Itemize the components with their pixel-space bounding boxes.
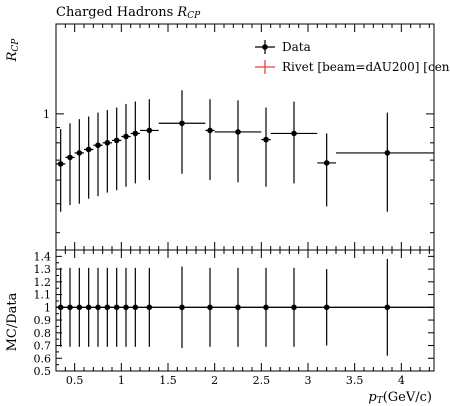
- lower-y-axis-label: MC/Data: [5, 292, 20, 351]
- upper-y-axis-label: RCP: [5, 38, 21, 63]
- upper-data-point-12: [235, 129, 241, 135]
- x-tick-label: 2.5: [253, 374, 271, 387]
- upper-data-point-2: [76, 150, 83, 156]
- upper-data-point-15: [323, 160, 330, 166]
- lower-y-tick-label: 1.2: [34, 276, 52, 289]
- upper-y-ticks: 1: [43, 23, 434, 234]
- x-tick-label: 1.5: [159, 374, 177, 387]
- x-tick-label: 1: [118, 374, 125, 387]
- upper-data-point-7: [123, 133, 129, 140]
- lower-y-tick-label: 0.6: [34, 352, 52, 365]
- upper-data-point-11: [207, 127, 213, 134]
- upper-y-tick-label: 1: [43, 108, 50, 121]
- upper-data-point-9: [146, 127, 153, 134]
- lower-y-tick-label: 1.3: [34, 263, 52, 276]
- upper-data-point-14: [291, 130, 297, 137]
- lower-y-tick-label: 0.8: [34, 327, 52, 340]
- x-axis-label: pT(GeV/c): [368, 390, 432, 406]
- lower-y-tick-label: 0.5: [34, 365, 52, 378]
- upper-data-point-5: [104, 140, 111, 146]
- x-tick-label: 2: [211, 374, 218, 387]
- legend-data-label: Data: [282, 40, 311, 54]
- upper-data-point-8: [132, 130, 139, 137]
- lower-y-tick-label: 1.1: [34, 289, 52, 302]
- upper-data-point-10: [179, 120, 185, 127]
- upper-data-series: [56, 90, 434, 212]
- legend-rivet-label: Rivet [beam=dAU200] [cen: [282, 60, 450, 74]
- upper-data-point-16: [384, 150, 391, 156]
- x-tick-label: 0.5: [66, 374, 84, 387]
- upper-data-point-13: [263, 136, 269, 143]
- upper-panel-frame: [55, 23, 435, 251]
- upper-data-point-6: [113, 137, 120, 144]
- x-tick-label: 3: [305, 374, 312, 387]
- lower-y-tick-label: 0.9: [34, 314, 52, 327]
- upper-data-point-1: [67, 154, 73, 161]
- x-tick-label: 4: [398, 374, 405, 387]
- lower-y-tick-label: 0.7: [34, 340, 52, 353]
- lower-y-tick-label: 1: [44, 301, 51, 314]
- x-ticks: 0.5 1 1.5 2 2.5 3 3.5 4: [64, 24, 430, 387]
- chart-title: Charged Hadrons RCP: [56, 5, 201, 21]
- legend-data-point: [262, 44, 268, 50]
- lower-y-tick-label: 1.4: [34, 250, 52, 263]
- x-tick-label: 3.5: [346, 374, 364, 387]
- lower-y-ticks: 0.50.60.70.80.911.11.21.31.4: [34, 250, 434, 378]
- upper-data-point-3: [85, 146, 92, 153]
- legend: Data Rivet [beam=dAU200] [cen: [255, 40, 450, 74]
- upper-data-point-0: [57, 161, 64, 167]
- lower-panel-frame: [55, 249, 435, 372]
- upper-data-point-4: [95, 142, 101, 149]
